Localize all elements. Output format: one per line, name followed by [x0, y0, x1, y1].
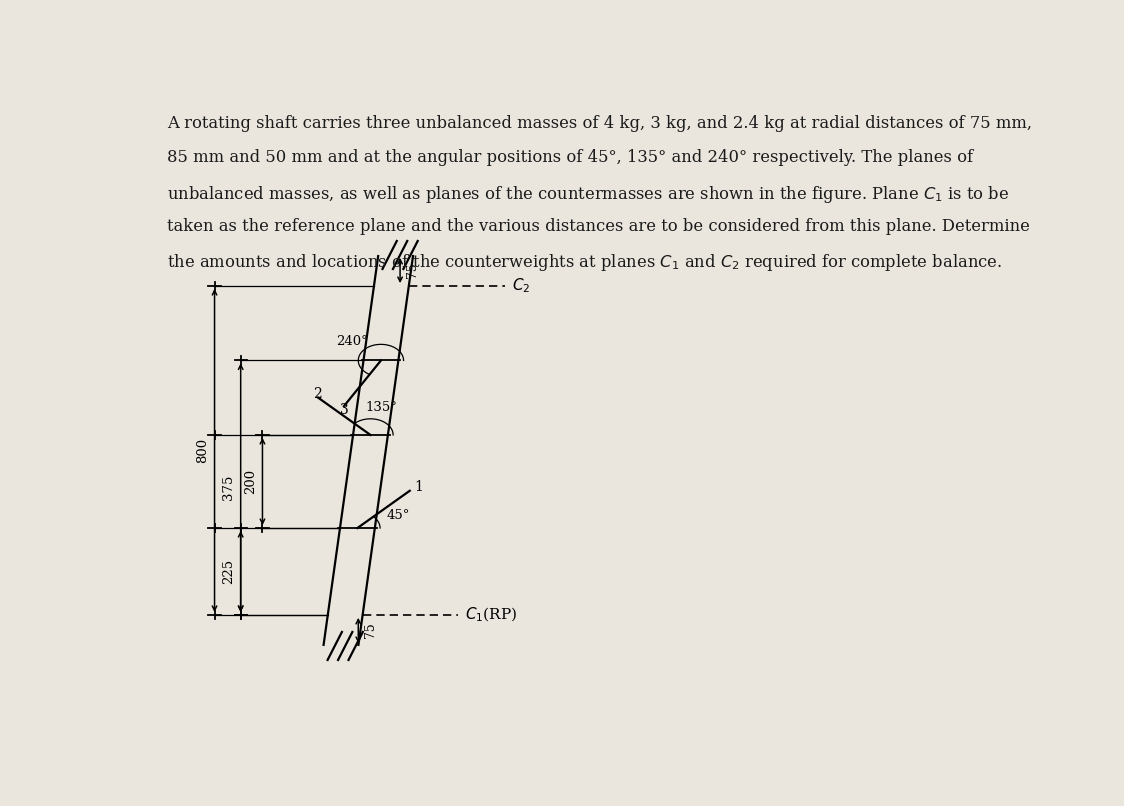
- Text: 135°: 135°: [365, 401, 398, 413]
- Text: 240°: 240°: [336, 335, 368, 348]
- Text: 2: 2: [314, 387, 321, 401]
- Text: 800: 800: [196, 438, 209, 463]
- Text: 45°: 45°: [387, 509, 409, 522]
- Text: 75: 75: [406, 263, 419, 278]
- Text: 375: 375: [221, 475, 235, 501]
- Text: taken as the reference plane and the various distances are to be considered from: taken as the reference plane and the var…: [166, 218, 1030, 235]
- Text: 225: 225: [221, 559, 235, 584]
- Text: A rotating shaft carries three unbalanced masses of 4 kg, 3 kg, and 2.4 kg at ra: A rotating shaft carries three unbalance…: [166, 115, 1032, 132]
- Text: 1: 1: [415, 480, 424, 494]
- Text: 3: 3: [341, 404, 350, 418]
- Text: $C_1$(RP): $C_1$(RP): [465, 606, 518, 624]
- Text: 85 mm and 50 mm and at the angular positions of 45°, 135° and 240° respectively.: 85 mm and 50 mm and at the angular posit…: [166, 149, 972, 167]
- Text: the amounts and locations of the counterweights at planes $C_1$ and $C_2$ requir: the amounts and locations of the counter…: [166, 251, 1001, 273]
- Text: unbalanced masses, as well as planes of the countermasses are shown in the figur: unbalanced masses, as well as planes of …: [166, 184, 1009, 205]
- Text: $C_2$: $C_2$: [511, 276, 529, 295]
- Text: 75: 75: [364, 622, 377, 638]
- Text: 200: 200: [244, 469, 256, 494]
